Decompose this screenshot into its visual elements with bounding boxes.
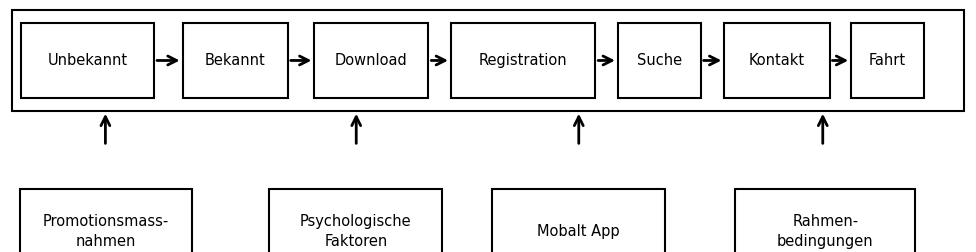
- Text: Bekannt: Bekannt: [205, 53, 265, 68]
- Text: Mobalt App: Mobalt App: [537, 224, 620, 239]
- Text: Suche: Suche: [636, 53, 682, 68]
- FancyBboxPatch shape: [724, 23, 830, 98]
- Text: Kontakt: Kontakt: [749, 53, 805, 68]
- Text: Unbekannt: Unbekannt: [48, 53, 128, 68]
- Text: Registration: Registration: [479, 53, 567, 68]
- FancyBboxPatch shape: [618, 23, 701, 98]
- FancyBboxPatch shape: [492, 189, 665, 252]
- FancyBboxPatch shape: [183, 23, 288, 98]
- FancyBboxPatch shape: [451, 23, 595, 98]
- Text: Rahmen-
bedingungen: Rahmen- bedingungen: [777, 214, 874, 249]
- FancyBboxPatch shape: [314, 23, 428, 98]
- FancyBboxPatch shape: [21, 23, 154, 98]
- Text: Fahrt: Fahrt: [869, 53, 907, 68]
- FancyBboxPatch shape: [20, 189, 192, 252]
- FancyBboxPatch shape: [851, 23, 924, 98]
- Text: Psychologische
Faktoren: Psychologische Faktoren: [300, 214, 412, 249]
- FancyBboxPatch shape: [269, 189, 442, 252]
- FancyBboxPatch shape: [735, 189, 915, 252]
- Text: Download: Download: [335, 53, 408, 68]
- Text: Promotionsmass-
nahmen: Promotionsmass- nahmen: [43, 214, 169, 249]
